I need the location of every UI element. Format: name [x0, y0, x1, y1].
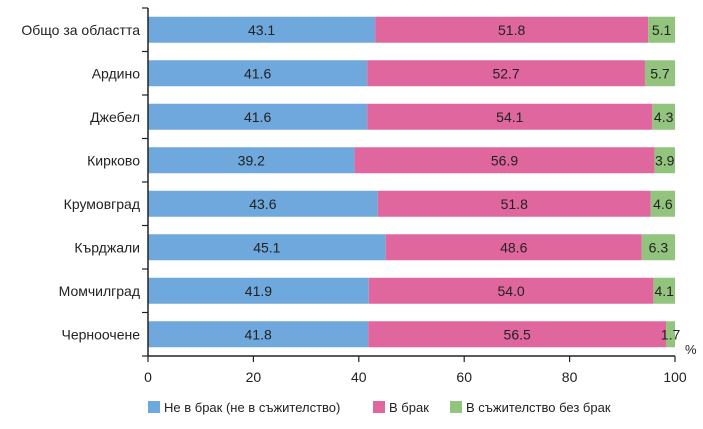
x-tick-label: 20 — [246, 369, 262, 385]
bar-segment — [368, 321, 667, 348]
bar-value-label: 6.3 — [649, 239, 669, 255]
category-label: Ардино — [92, 65, 141, 81]
bar-segment — [148, 147, 355, 174]
bar-segment — [354, 147, 655, 174]
legend-swatch — [373, 401, 385, 413]
bar-value-label: 4.6 — [653, 196, 673, 212]
bar-value-label: 51.8 — [498, 22, 525, 38]
bar-value-label: 54.1 — [496, 109, 523, 125]
x-tick-label: 100 — [663, 369, 687, 385]
bar-segment — [644, 60, 675, 87]
bar-segment — [148, 16, 376, 43]
bar-segment — [367, 60, 645, 87]
bar-value-label: 4.1 — [654, 283, 674, 299]
bar-segment — [148, 103, 368, 130]
bar-value-label: 54.0 — [497, 283, 524, 299]
category-label: Момчилград — [59, 283, 140, 299]
bar-segment — [368, 277, 654, 304]
bar-segment — [648, 16, 675, 43]
bar-segment — [385, 234, 642, 261]
bar-segment — [666, 321, 675, 348]
bar-segment — [375, 16, 649, 43]
legend-swatch — [148, 401, 160, 413]
bar-value-label: 56.9 — [491, 152, 518, 168]
unit-label: % — [685, 342, 697, 357]
bar-value-label: 39.2 — [238, 152, 265, 168]
x-tick-label: 60 — [456, 369, 472, 385]
bar-segment — [148, 277, 369, 304]
bar-segment — [641, 234, 675, 261]
bar-segment — [148, 60, 368, 87]
bar-segment — [367, 103, 653, 130]
bar-value-label: 3.9 — [655, 152, 675, 168]
x-tick-label: 80 — [562, 369, 578, 385]
category-label: Общо за областта — [21, 22, 140, 38]
bar-segment — [148, 321, 369, 348]
bar-value-label: 5.7 — [650, 65, 670, 81]
x-tick-label: 0 — [144, 369, 152, 385]
legend-label: В съжителство без брак — [466, 400, 611, 415]
bar-value-label: 48.6 — [500, 239, 527, 255]
bar-segment — [654, 147, 675, 174]
bar-value-label: 41.6 — [244, 109, 271, 125]
category-label: Крумовград — [64, 196, 140, 212]
category-label: Джебел — [90, 109, 140, 125]
bar-value-label: 1.7 — [661, 326, 681, 342]
bar-segment — [148, 234, 386, 261]
bar-segment — [377, 190, 651, 217]
bar-segment — [652, 103, 675, 130]
legend-label: Не в брак (не в съжителство) — [164, 400, 340, 415]
bar-value-label: 51.8 — [501, 196, 528, 212]
bar-value-label: 56.5 — [504, 326, 531, 342]
bar-segment — [653, 277, 675, 304]
bar-value-label: 41.8 — [245, 326, 272, 342]
bar-segment — [148, 190, 378, 217]
bar-value-label: 5.1 — [652, 22, 672, 38]
bar-value-label: 41.9 — [245, 283, 272, 299]
category-label: Кирково — [87, 152, 140, 168]
x-tick-label: 40 — [351, 369, 367, 385]
bar-value-label: 43.1 — [248, 22, 275, 38]
category-label: Кърджали — [74, 239, 140, 255]
legend-label: В брак — [389, 400, 429, 415]
bar-value-label: 52.7 — [492, 65, 519, 81]
category-label: Черноочене — [62, 326, 141, 342]
bar-value-label: 4.3 — [654, 109, 674, 125]
bar-segment — [650, 190, 675, 217]
bar-value-label: 43.6 — [249, 196, 276, 212]
bar-value-label: 41.6 — [244, 65, 271, 81]
bar-value-label: 45.1 — [253, 239, 280, 255]
legend-swatch — [450, 401, 462, 413]
